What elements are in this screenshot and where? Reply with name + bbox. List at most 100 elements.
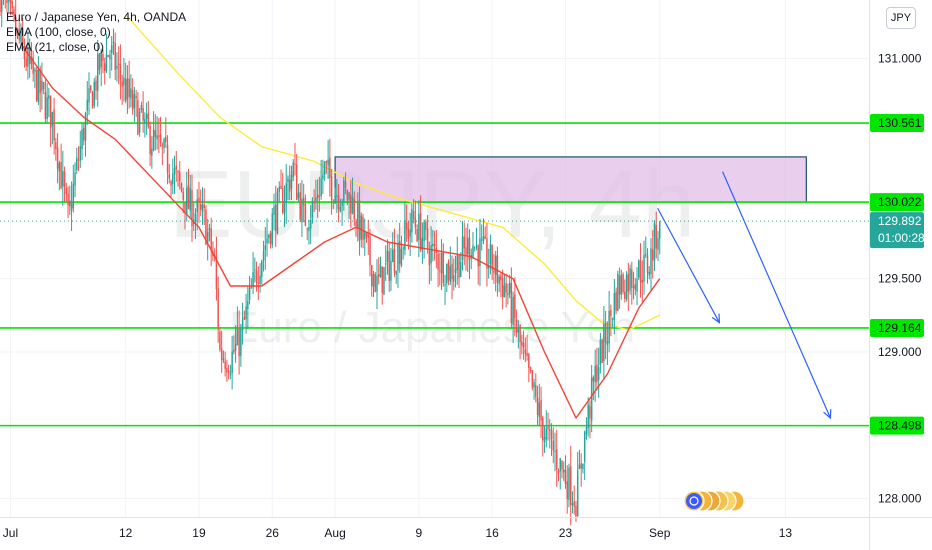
candle-body <box>320 178 322 197</box>
candle-body <box>306 228 308 230</box>
candle-body <box>339 207 342 212</box>
candle-body <box>124 79 127 102</box>
price-axis[interactable]: 131.000 129.500 129.000 128.000 <box>878 52 922 506</box>
candle-body <box>117 63 120 65</box>
candle-body <box>425 221 427 230</box>
candle-body <box>466 237 469 255</box>
candle-body <box>587 404 589 429</box>
candle-body <box>84 113 87 141</box>
candle-body <box>144 119 146 123</box>
candle-body <box>521 341 523 346</box>
candle-body <box>615 291 617 311</box>
candle-body <box>503 285 506 298</box>
candle-body <box>288 179 291 192</box>
candle-body <box>493 270 495 273</box>
candle-body <box>140 105 143 111</box>
candle-body <box>390 261 392 281</box>
candle-body <box>397 242 399 271</box>
candle-body <box>524 349 527 355</box>
candle-body <box>247 301 249 310</box>
candle-body <box>620 275 623 295</box>
projection-arrow[interactable] <box>657 207 720 323</box>
supply-zone[interactable] <box>334 156 807 203</box>
candle-body <box>149 126 151 155</box>
candle-body <box>461 236 464 260</box>
candle-body <box>334 195 336 204</box>
candle-body <box>11 1 13 9</box>
candle-body <box>311 200 314 218</box>
time-axis[interactable]: Jul 12 19 26 Aug 9 16 23 Sep 13 <box>3 526 793 540</box>
candle-body <box>545 428 548 440</box>
candle-body <box>137 100 139 135</box>
candle-body <box>48 95 50 99</box>
candle-body <box>35 69 38 101</box>
candle-body <box>336 195 338 197</box>
candle-body <box>350 194 352 214</box>
candle-body <box>56 147 59 169</box>
candle-body <box>177 171 179 173</box>
candle-body <box>154 130 157 137</box>
legend-ema100[interactable]: EMA (100, close, 0) <box>6 25 111 39</box>
candle-body <box>583 432 586 462</box>
candle-body <box>512 296 514 325</box>
candle-body <box>498 276 500 284</box>
projection-arrow[interactable] <box>722 171 831 419</box>
candle-body <box>283 201 286 214</box>
events-icon[interactable] <box>683 490 745 512</box>
candle-body <box>645 254 647 256</box>
candle-body <box>185 187 188 215</box>
candle-body <box>220 348 223 360</box>
candle-body <box>294 163 296 165</box>
candle-body <box>510 283 513 324</box>
candle-body <box>96 53 99 91</box>
currency-button[interactable]: JPY <box>886 7 916 29</box>
projection-arrows[interactable] <box>657 171 832 420</box>
candle-body <box>110 45 113 54</box>
candle-body <box>130 88 132 99</box>
candle-body <box>484 236 486 239</box>
candle-body <box>566 481 568 500</box>
ema-21-line <box>20 43 661 419</box>
candle-body <box>297 192 300 199</box>
candle-body <box>0 0 3 12</box>
candle-body <box>248 287 251 301</box>
candle-body <box>203 204 205 208</box>
candle-body <box>430 244 432 264</box>
candle-body <box>547 426 549 429</box>
candle-body <box>391 249 394 262</box>
candle-body <box>463 236 466 249</box>
ema-100-path <box>125 14 660 331</box>
candle-body <box>622 274 624 293</box>
candle-body <box>238 327 240 357</box>
candle-body <box>95 80 97 91</box>
candle-body <box>383 267 385 295</box>
candle-body <box>480 239 483 241</box>
candle-body <box>657 238 659 250</box>
candle-body <box>404 220 406 251</box>
candle-body <box>46 97 48 119</box>
legend-title[interactable]: Euro / Japanese Yen, 4h, OANDA <box>6 10 187 24</box>
candle-body <box>458 254 460 279</box>
price-tick-label: 129.500 <box>878 272 922 286</box>
candle-body <box>261 261 263 277</box>
candle-body <box>116 65 118 69</box>
candle-body <box>121 81 123 87</box>
candle-body <box>266 238 268 244</box>
candle-body <box>165 136 167 143</box>
candle-body <box>292 162 294 178</box>
candle-body <box>290 174 293 189</box>
candle-body <box>182 191 185 200</box>
candle-body <box>377 274 380 277</box>
candle-body <box>145 114 148 119</box>
candle-body <box>603 323 605 361</box>
candle-body <box>271 213 274 246</box>
supply-zone-rect[interactable] <box>334 156 807 203</box>
candle-body <box>240 328 242 356</box>
candle-body <box>381 266 383 293</box>
legend-ema21[interactable]: EMA (21, close, 0) <box>6 40 105 54</box>
candle-body <box>627 273 630 292</box>
candle-body <box>500 275 502 281</box>
candle-body <box>341 202 343 207</box>
candle-body <box>634 284 637 290</box>
